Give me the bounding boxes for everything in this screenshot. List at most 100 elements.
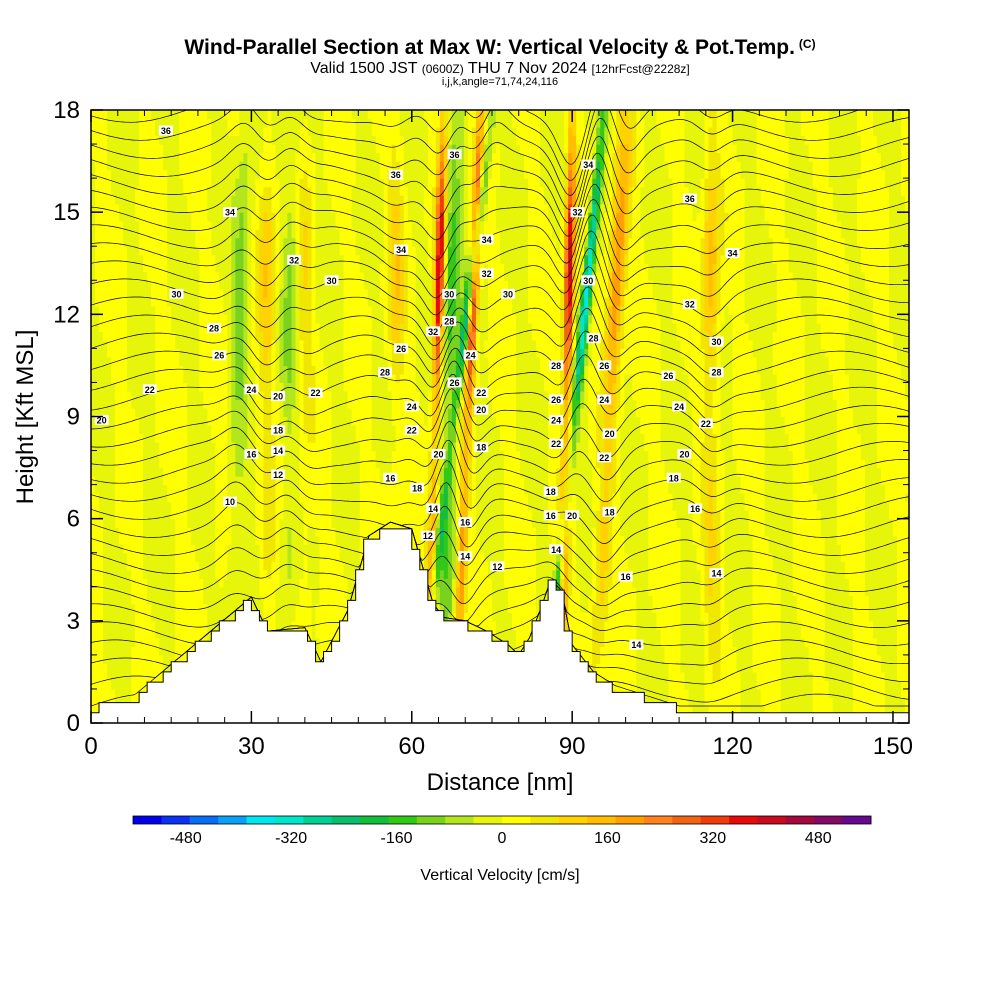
- theta-label-text: 22: [145, 385, 155, 395]
- colorbar-swatch: [558, 816, 588, 824]
- theta-label: 32: [287, 254, 302, 265]
- theta-label-text: 22: [476, 388, 486, 398]
- colorbar-swatch: [360, 816, 389, 824]
- theta-label: 14: [629, 639, 644, 650]
- colorbar-swatch: [189, 816, 219, 824]
- theta-label-text: 18: [412, 484, 422, 494]
- theta-label: 24: [404, 401, 419, 412]
- colorbar-swatch: [672, 816, 702, 824]
- theta-label-text: 36: [161, 126, 171, 136]
- colorbar-swatch: [587, 816, 616, 824]
- colorbar-swatch: [274, 816, 304, 824]
- theta-label: 10: [223, 496, 238, 507]
- theta-label: 30: [581, 275, 596, 286]
- theta-label: 16: [688, 503, 703, 514]
- chart-title: Wind-Parallel Section at Max W: Vertical…: [0, 36, 1000, 60]
- theta-label-text: 26: [450, 378, 460, 388]
- theta-label: 18: [474, 442, 489, 453]
- colorbar-tick-label: -160: [381, 830, 413, 847]
- theta-label-text: 24: [551, 415, 561, 425]
- theta-label-text: 28: [712, 368, 722, 378]
- colorbar-frame: [132, 815, 872, 825]
- colorbar-swatch: [785, 816, 815, 824]
- theta-label-text: 36: [391, 170, 401, 180]
- theta-label: 16: [244, 448, 259, 459]
- theta-label: 26: [661, 370, 676, 381]
- theta-label-text: 16: [546, 511, 556, 521]
- y-tick-label: 3: [67, 608, 80, 635]
- theta-label-text: 10: [225, 497, 235, 507]
- theta-label: 22: [549, 438, 564, 449]
- colorbar-tick-label: 480: [805, 830, 832, 847]
- colorbar-tick-label: -480: [170, 830, 202, 847]
- theta-label-text: 34: [482, 235, 492, 245]
- theta-label: 34: [479, 234, 494, 245]
- theta-label: 34: [394, 244, 409, 255]
- theta-label: 22: [474, 387, 489, 398]
- theta-label: 18: [271, 425, 286, 436]
- theta-label: 16: [618, 571, 633, 582]
- theta-label: 28: [378, 367, 393, 378]
- theta-label-text: 32: [289, 255, 299, 265]
- theta-label: 14: [549, 544, 564, 555]
- theta-label: 26: [597, 360, 612, 371]
- theta-label-text: 20: [273, 392, 283, 402]
- theta-label-text: 26: [551, 395, 561, 405]
- chart-title-tag: (C): [798, 37, 816, 51]
- colorbar-swatch: [757, 816, 787, 824]
- colorbar-tick-label: 160: [594, 830, 621, 847]
- theta-label: 22: [404, 425, 419, 436]
- theta-label: 28: [442, 316, 457, 327]
- y-tick-label: 0: [67, 710, 80, 737]
- theta-label-text: 30: [444, 289, 454, 299]
- theta-label-text: 30: [172, 289, 182, 299]
- forecast-info: [12hrFcst@2228z]: [591, 62, 690, 76]
- theta-label: 20: [431, 448, 446, 459]
- colorbar-swatch: [331, 816, 361, 824]
- x-tick-label: 120: [713, 733, 753, 760]
- colorbar-swatch: [729, 816, 758, 824]
- theta-label-text: 14: [551, 545, 561, 555]
- y-tick-label: 9: [67, 404, 80, 431]
- colorbar-swatch: [842, 816, 872, 824]
- colorbar-swatch: [133, 816, 162, 824]
- theta-label-text: 36: [450, 150, 460, 160]
- theta-label: 18: [602, 506, 617, 517]
- theta-label-text: 18: [605, 507, 615, 517]
- theta-label-text: 22: [701, 419, 711, 429]
- theta-label-text: 26: [663, 371, 673, 381]
- valid-time: Valid 1500 JST: [310, 60, 418, 77]
- theta-label: 20: [474, 404, 489, 415]
- colorbar-tick-label: 320: [700, 830, 727, 847]
- theta-label: 18: [666, 472, 681, 483]
- colorbar-swatch: [615, 816, 645, 824]
- potential-temperature-contours: [91, 110, 909, 707]
- theta-label-text: 14: [631, 640, 641, 650]
- theta-label: 12: [490, 561, 505, 572]
- theta-label-text: 28: [589, 334, 599, 344]
- theta-label-text: 26: [214, 351, 224, 361]
- theta-label: 24: [549, 414, 564, 425]
- theta-label-text: 24: [466, 351, 476, 361]
- chart-subtitle: Valid 1500 JST (0600Z) THU 7 Nov 2024 [1…: [0, 60, 1000, 78]
- x-tick-label: 150: [873, 733, 913, 760]
- theta-label: 24: [244, 384, 259, 395]
- theta-label: 30: [324, 275, 339, 286]
- colorbar-swatch: [700, 816, 730, 824]
- theta-label: 14: [458, 551, 473, 562]
- theta-label: 26: [212, 350, 227, 361]
- y-tick-label: 18: [53, 97, 80, 124]
- theta-label-text: 22: [551, 439, 561, 449]
- theta-label: 24: [672, 401, 687, 412]
- theta-label-text: 28: [380, 368, 390, 378]
- colorbar-swatch: [246, 816, 276, 824]
- theta-label: 36: [447, 149, 462, 160]
- theta-label: 22: [597, 452, 612, 463]
- valid-date: THU 7 Nov 2024: [467, 60, 588, 77]
- colorbar-swatch: [473, 816, 503, 824]
- colorbar-swatch: [218, 816, 247, 824]
- theta-label: 24: [463, 350, 478, 361]
- colorbar-swatch: [388, 816, 418, 824]
- theta-label-text: 32: [573, 208, 583, 218]
